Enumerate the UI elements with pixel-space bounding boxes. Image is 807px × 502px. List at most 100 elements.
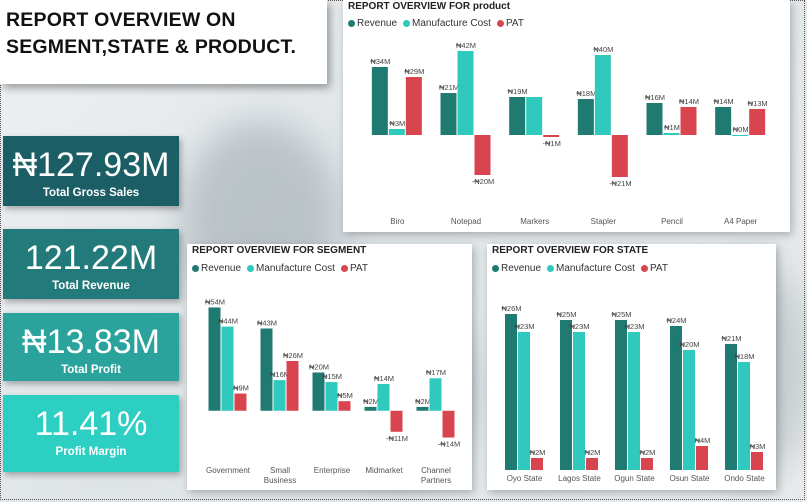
- bar-cost[interactable]: [429, 378, 442, 411]
- bar-revenue[interactable]: [364, 406, 377, 411]
- x-tick-label: Enterprise: [314, 466, 351, 475]
- data-label: ₦16M: [270, 370, 290, 379]
- data-label: ₦13M: [748, 99, 768, 108]
- bar-revenue[interactable]: [646, 103, 663, 135]
- bar-pat[interactable]: [543, 135, 560, 137]
- data-label: ₦40M: [593, 45, 613, 54]
- data-label: ₦2M: [363, 397, 379, 406]
- x-tick-label: Pencil: [661, 217, 683, 226]
- legend-dot: [640, 265, 648, 272]
- data-label: ₦20M: [309, 363, 329, 372]
- bar-pat[interactable]: [531, 458, 543, 470]
- bar-pat[interactable]: [680, 107, 697, 135]
- bar-pat[interactable]: [641, 458, 653, 470]
- bar-cost[interactable]: [388, 129, 405, 135]
- legend-dot: [496, 20, 504, 27]
- bar-revenue[interactable]: [312, 372, 325, 411]
- bar-revenue[interactable]: [725, 344, 737, 470]
- data-label: ₦25M: [611, 310, 631, 319]
- bar-pat[interactable]: [286, 361, 299, 411]
- bar-revenue[interactable]: [509, 97, 526, 135]
- bar-cost[interactable]: [663, 133, 680, 135]
- bar-cost[interactable]: [325, 382, 338, 411]
- legend-item-cost: Manufacture Cost: [547, 263, 635, 274]
- data-label: ₦14M: [374, 374, 394, 383]
- report-title-line1: REPORT OVERVIEW ON: [6, 9, 236, 31]
- bar-pat[interactable]: [751, 452, 763, 470]
- data-label: ₦26M: [283, 351, 303, 360]
- x-tick-label: Markers: [520, 217, 549, 226]
- legend-label: Manufacture Cost: [256, 263, 335, 274]
- bar-cost[interactable]: [377, 383, 390, 411]
- x-tick-label: Ogun State: [614, 474, 655, 483]
- bar-cost[interactable]: [221, 326, 234, 411]
- bar-cost[interactable]: [732, 135, 749, 136]
- data-label: ₦3M: [389, 119, 405, 128]
- bar-revenue[interactable]: [577, 99, 594, 135]
- legend-label: Manufacture Cost: [412, 18, 491, 29]
- bar-cost[interactable]: [683, 350, 695, 470]
- bar-cost[interactable]: [738, 362, 750, 470]
- legend-dot: [348, 20, 355, 27]
- segment-chart-panel: REPORT OVERVIEW FOR SEGMENT Revenue Manu…: [187, 244, 472, 490]
- bar-revenue[interactable]: [416, 406, 429, 411]
- x-tick-label: Osun State: [669, 474, 710, 483]
- data-label: ₦2M: [640, 448, 656, 457]
- kpi-value: 11.41%: [34, 405, 148, 443]
- data-label: ₦54M: [205, 297, 225, 306]
- bar-pat[interactable]: [442, 410, 455, 438]
- data-label: ₦9M: [233, 384, 249, 393]
- bar-revenue[interactable]: [208, 307, 221, 411]
- report-title-line2: SEGMENT,STATE & PRODUCT.: [6, 36, 297, 58]
- bar-revenue[interactable]: [505, 314, 517, 470]
- legend-label: Revenue: [501, 263, 542, 274]
- bar-cost[interactable]: [594, 55, 611, 135]
- chart-legend: Revenue Manufacture Cost PAT: [492, 263, 668, 274]
- chart-title: REPORT OVERVIEW FOR STATE: [492, 245, 649, 256]
- x-tick-label: Business: [264, 476, 296, 485]
- bar-cost[interactable]: [628, 332, 640, 470]
- bar-revenue[interactable]: [560, 320, 572, 470]
- bar-cost[interactable]: [526, 97, 543, 135]
- bar-pat[interactable]: [586, 458, 598, 470]
- bar-cost[interactable]: [457, 51, 474, 135]
- data-label: ₦2M: [415, 397, 431, 406]
- legend-item-cost: Manufacture Cost: [247, 263, 335, 274]
- bar-pat[interactable]: [749, 109, 766, 135]
- bar-cost[interactable]: [573, 332, 585, 470]
- kpi-value: ₦127.93M: [12, 146, 170, 184]
- product-bar-chart: ₦34M ₦3M ₦29M Biro ₦21M ₦42M -₦20M Notepad ₦19M -…: [370, 41, 768, 226]
- bar-revenue[interactable]: [440, 93, 457, 135]
- product-chart-panel: REPORT OVERVIEW FOR product Revenue Manu…: [343, 0, 790, 232]
- bar-revenue[interactable]: [371, 67, 388, 135]
- bar-revenue[interactable]: [260, 328, 273, 411]
- bar-cost[interactable]: [273, 380, 286, 411]
- data-label: ₦25M: [556, 310, 576, 319]
- bar-revenue[interactable]: [670, 326, 682, 470]
- bar-revenue[interactable]: [615, 320, 627, 470]
- chart-legend: Revenue Manufacture Cost PAT: [348, 18, 524, 29]
- legend-item-revenue: Revenue: [348, 18, 397, 29]
- bar-pat[interactable]: [234, 393, 247, 411]
- bar-pat[interactable]: [474, 135, 491, 175]
- x-tick-label: Ondo State: [724, 474, 765, 483]
- bar-cost[interactable]: [518, 332, 530, 470]
- legend-label: Manufacture Cost: [556, 263, 635, 274]
- data-label: ₦23M: [624, 322, 644, 331]
- bar-pat[interactable]: [405, 77, 422, 135]
- bar-pat[interactable]: [390, 410, 403, 432]
- legend-dot: [492, 265, 499, 272]
- bar-pat[interactable]: [338, 401, 351, 411]
- bar-pat[interactable]: [611, 135, 628, 177]
- bar-pat[interactable]: [696, 446, 708, 470]
- x-tick-label: Biro: [390, 217, 405, 226]
- data-label: -₦20M: [472, 177, 495, 186]
- legend-dot: [547, 265, 555, 272]
- data-label: ₦17M: [426, 368, 446, 377]
- kpi-value: 121.22M: [24, 239, 158, 277]
- bar-revenue[interactable]: [715, 107, 732, 135]
- legend-dot: [403, 20, 411, 27]
- data-label: ₦23M: [514, 322, 534, 331]
- kpi-card-profit: ₦13.83M Total Profit: [3, 313, 179, 381]
- segment-bar-chart: ₦54M ₦44M ₦9M Government ₦43M ₦16M ₦26M SmallBu…: [205, 297, 460, 485]
